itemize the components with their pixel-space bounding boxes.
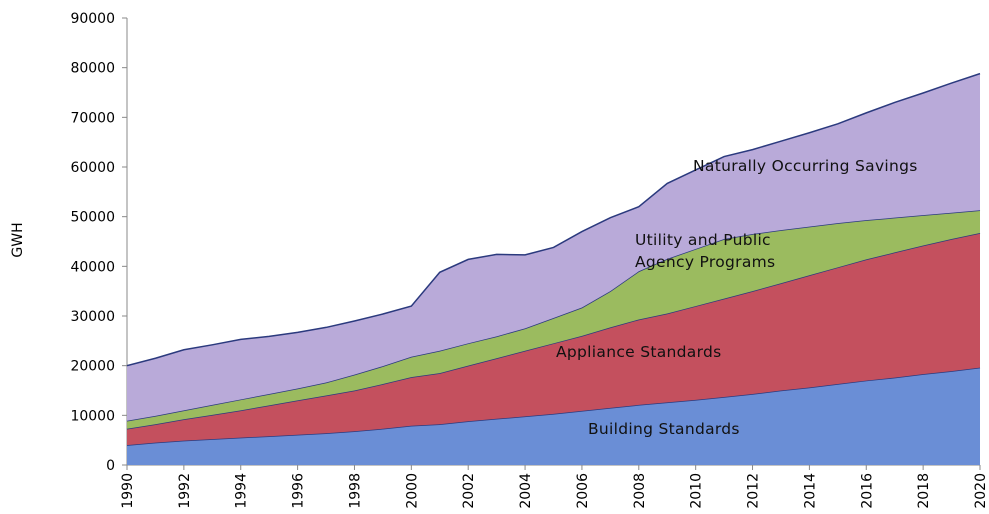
x-tick-label: 2000 — [404, 473, 420, 509]
x-tick-label: 2008 — [632, 473, 648, 509]
y-tick-label: 40000 — [70, 259, 115, 275]
x-tick-label: 1992 — [177, 473, 193, 509]
y-tick-label: 70000 — [70, 110, 115, 126]
x-tick-label: 1994 — [234, 473, 250, 509]
x-tick-label: 2004 — [518, 473, 534, 509]
area — [127, 73, 980, 421]
y-tick-label: 0 — [106, 458, 115, 474]
x-tick-label: 2010 — [689, 473, 705, 509]
area — [127, 233, 980, 446]
series-label: Utility and Public Agency Programs — [635, 231, 776, 271]
x-tick-label: 2006 — [575, 473, 591, 509]
y-tick-label: 20000 — [70, 359, 115, 375]
y-tick-label: 80000 — [70, 61, 115, 77]
y-tick-label: 90000 — [70, 11, 115, 27]
y-axis-label: GWH — [10, 222, 26, 257]
y-tick-label: 10000 — [70, 408, 115, 424]
area — [127, 367, 980, 465]
y-tick-label: 60000 — [70, 160, 115, 176]
x-tick-label: 1990 — [120, 473, 136, 509]
x-tick-label: 2020 — [973, 473, 989, 509]
y-tick-label: 50000 — [70, 210, 115, 226]
x-tick-label: 2012 — [746, 473, 762, 509]
y-tick-label: 30000 — [70, 309, 115, 325]
series-label: Building Standards — [588, 420, 740, 438]
area-edge — [126, 72, 981, 367]
series-label: Naturally Occurring Savings — [693, 157, 918, 175]
x-tick-label: 2014 — [802, 473, 818, 509]
x-tick-label: 1998 — [347, 473, 363, 509]
x-tick-label: 2018 — [916, 473, 932, 509]
series-label: Appliance Standards — [556, 343, 722, 361]
x-tick-label: 2016 — [859, 473, 875, 509]
x-tick-label: 1996 — [291, 473, 307, 509]
area — [127, 210, 980, 429]
x-tick-label: 2002 — [461, 473, 477, 509]
